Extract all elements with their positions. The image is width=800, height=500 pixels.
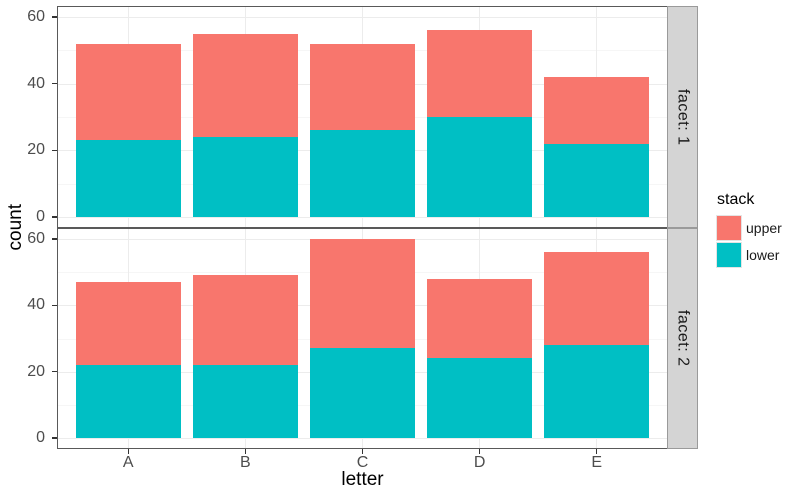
x-axis-title: letter [341, 469, 384, 490]
bar-segment-lower-E [544, 143, 650, 217]
bar-segment-upper-C [309, 238, 416, 349]
bar-segment-upper-B [192, 275, 299, 366]
y-tick-label: 20 [27, 141, 45, 159]
y-tick-mark [52, 370, 57, 373]
x-tick-label: D [473, 454, 486, 471]
bar-segment-lower-D [426, 358, 533, 439]
bar-segment-upper-B [192, 33, 299, 137]
x-tick-label: C [356, 454, 369, 471]
bar-segment-upper-D [426, 278, 533, 359]
y-tick-label: 40 [27, 74, 45, 92]
y-tick-mark [52, 304, 57, 307]
legend-title: stack [717, 191, 755, 208]
bar-segment-lower-B [192, 137, 299, 217]
legend-swatch-lower [716, 242, 742, 268]
x-tick-mark [244, 449, 247, 454]
y-tick-label: 20 [27, 362, 45, 380]
x-tick-label: A [122, 454, 134, 471]
y-tick-label: 0 [36, 208, 45, 225]
facet-strip-2: facet: 2 [667, 228, 698, 449]
y-axis-title: count [4, 7, 28, 448]
bar-segment-upper-A [75, 43, 181, 141]
facet-panel-2 [57, 228, 668, 449]
x-tick-mark [127, 449, 130, 454]
bar-segment-lower-E [544, 345, 650, 439]
bar-segment-lower-B [192, 365, 299, 439]
legend-label-upper: upper [746, 220, 782, 236]
x-tick-label: B [240, 454, 251, 471]
bar-segment-upper-A [75, 282, 181, 366]
facet-strip-1: facet: 1 [667, 6, 698, 228]
x-tick-mark [478, 449, 481, 454]
y-tick-mark [52, 216, 57, 218]
x-tick-mark [595, 449, 598, 454]
facet-strip-1-label: facet: 1 [674, 88, 692, 146]
y-tick-mark [52, 82, 57, 85]
bar-segment-upper-E [544, 77, 650, 144]
bar-segment-lower-C [309, 130, 416, 217]
bar-segment-lower-A [75, 365, 181, 439]
x-tick-label: E [591, 454, 603, 471]
bar-segment-upper-D [426, 30, 533, 117]
facet-strip-2-label: facet: 2 [674, 310, 692, 367]
y-tick-mark [52, 238, 57, 240]
bar-segment-lower-C [309, 348, 416, 439]
y-tick-label: 60 [27, 229, 45, 247]
y-tick-mark [52, 16, 57, 18]
y-tick-label: 60 [27, 8, 45, 25]
bar-segment-upper-C [309, 43, 416, 131]
y-tick-label: 0 [36, 429, 45, 447]
legend-key-upper: upper [716, 215, 782, 241]
y-tick-mark [52, 149, 57, 152]
bar-segment-lower-D [426, 117, 533, 217]
legend-label-lower: lower [746, 247, 780, 263]
bar-segment-lower-A [75, 140, 181, 217]
y-tick-label: 40 [27, 296, 45, 314]
legend: stack upper lower [716, 191, 782, 269]
bar-segment-upper-E [544, 252, 650, 346]
x-tick-mark [361, 449, 364, 454]
y-tick-mark [52, 437, 57, 439]
legend-key-lower: lower [716, 242, 782, 268]
legend-swatch-upper [716, 215, 742, 241]
facet-panel-1 [57, 6, 668, 228]
